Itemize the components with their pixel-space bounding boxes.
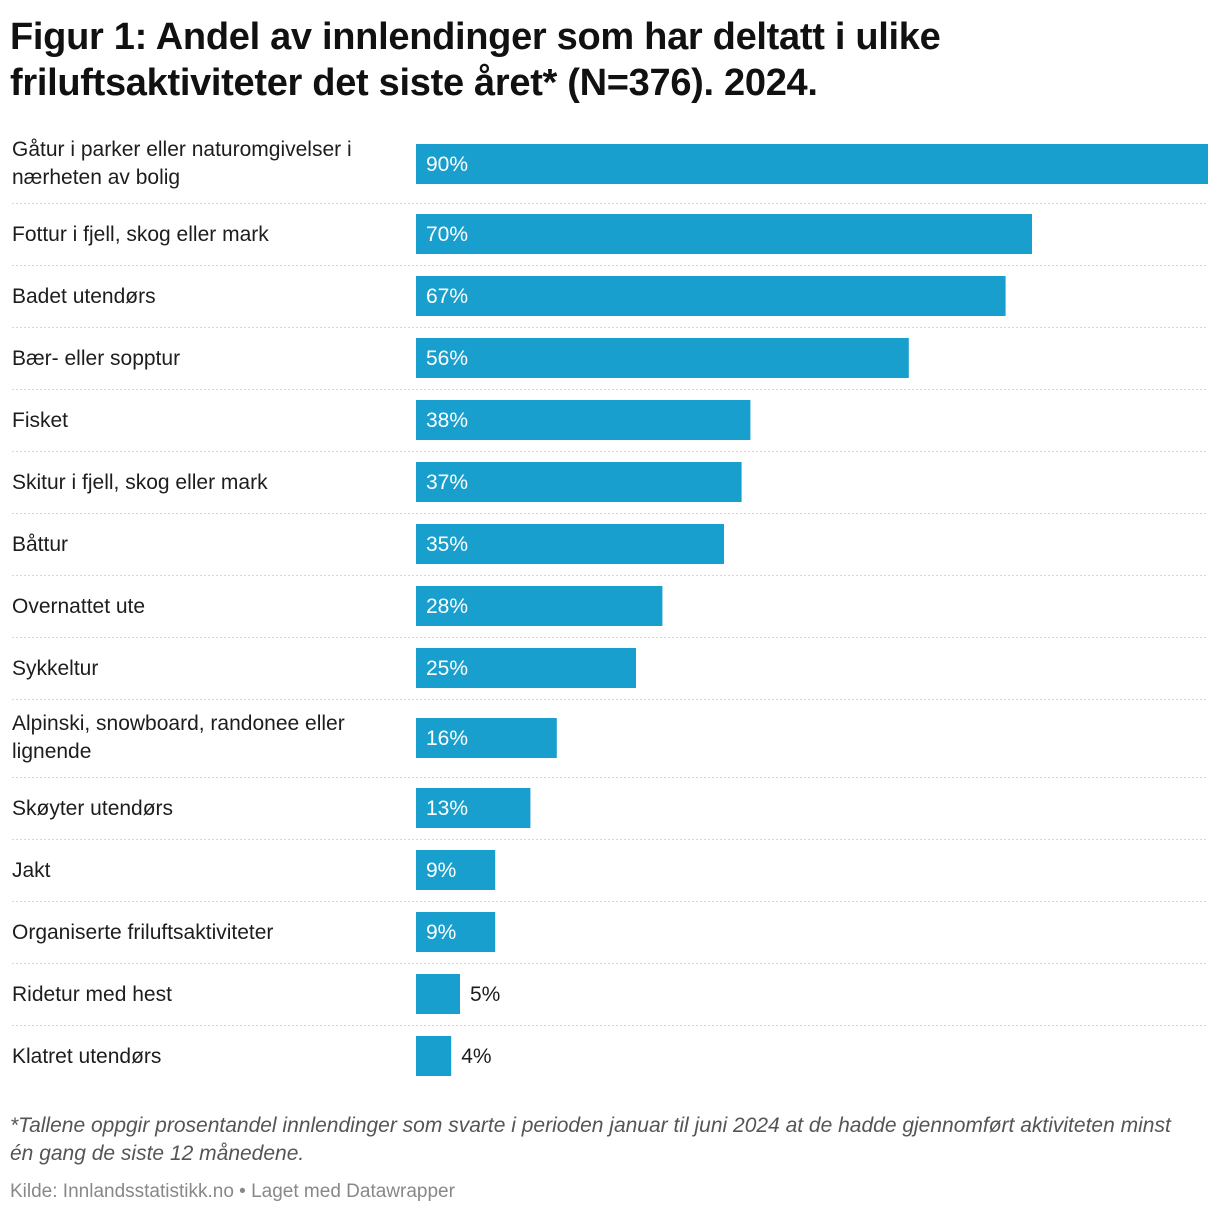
value-label: 90% [426,153,468,176]
category-label: Fottur i fjell, skog eller mark [12,223,269,246]
bar [416,276,1006,316]
bar [416,586,663,626]
category-label: Alpinski, snowboard, randonee eller ligne… [12,712,345,763]
value-label: 67% [426,285,468,308]
value-label: 35% [426,533,468,556]
value-label: 9% [426,921,456,944]
bar [416,1036,452,1076]
value-label: 28% [426,595,468,618]
bar [416,850,496,890]
category-label: Gåtur i parker eller naturomgivelser i næ… [12,138,352,189]
category-label: Bær- eller sopptur [12,347,180,370]
value-label: 9% [426,859,456,882]
category-label: Klatret utendørs [12,1045,161,1068]
bar [416,144,1208,184]
value-label: 13% [426,797,468,820]
chart-title: Figur 1: Andel av innlendinger som har d… [10,16,941,104]
bar [416,400,751,440]
value-label: 25% [426,657,468,680]
bar [416,718,557,758]
category-label: Jakt [12,859,51,882]
value-label: 5% [470,983,500,1006]
category-label: Sykkeltur [12,657,98,680]
category-label: Fisket [12,409,68,432]
value-label: 4% [461,1045,491,1068]
value-label: 16% [426,727,468,750]
bar [416,912,496,952]
category-label: Båttur [12,533,68,556]
category-label: Organiserte friluftsaktiviteter [12,921,273,944]
category-label: Skitur i fjell, skog eller mark [12,471,268,494]
value-label: 38% [426,409,468,432]
bar-chart: Gåtur i parker eller naturomgivelser i næ… [12,138,1208,1076]
category-label: Overnattet ute [12,595,145,618]
category-label: Skøyter utendørs [12,797,173,820]
bar [416,974,460,1014]
category-label: Badet utendørs [12,285,156,308]
bar [416,214,1032,254]
bar [416,338,909,378]
bar [416,648,636,688]
source-line: Kilde: Innlandsstatistikk.no • Laget med… [10,1181,455,1202]
bar [416,524,724,564]
footnote: *Tallene oppgir prosentandel innlendinge… [10,1114,1171,1165]
value-label: 56% [426,347,468,370]
value-label: 37% [426,471,468,494]
value-label: 70% [426,223,468,246]
bar [416,788,531,828]
bar [416,462,742,502]
category-label: Ridetur med hest [12,983,172,1006]
